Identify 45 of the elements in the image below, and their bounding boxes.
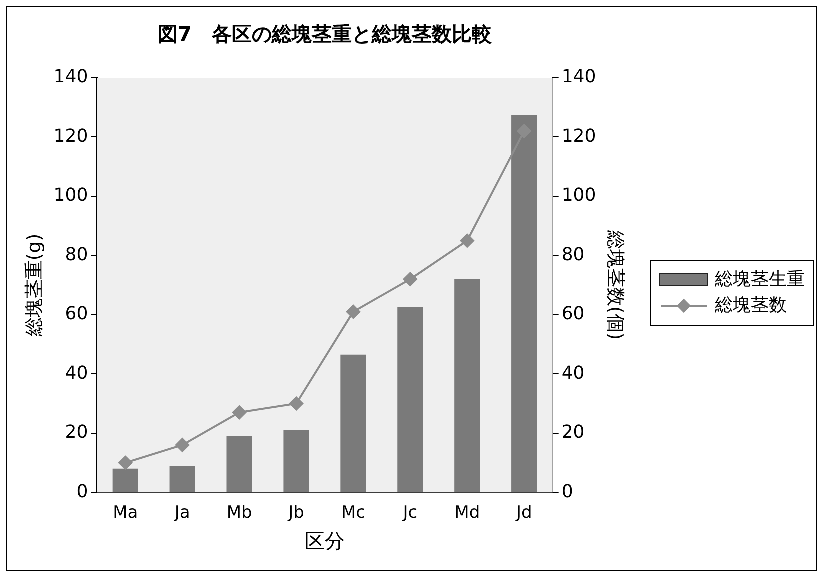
y-tick-label: 120: [54, 126, 88, 147]
y-tick-label: 60: [65, 304, 88, 325]
bar: [454, 279, 480, 492]
bar: [340, 354, 366, 492]
y-tick-label: 40: [65, 362, 88, 384]
bar: [226, 436, 252, 492]
y2-tick-label: 100: [562, 185, 596, 206]
y-tick-label: 0: [76, 481, 88, 502]
point: [118, 456, 133, 470]
y2-tick-label: 60: [562, 304, 585, 325]
y-tick-label: 140: [54, 66, 88, 88]
bar: [398, 308, 424, 492]
x-tick-label: Jc: [402, 503, 418, 524]
x-tick-label: Ma: [113, 503, 138, 524]
legend-label: 総塊茎数: [715, 294, 787, 318]
x-tick-label: Mc: [341, 503, 366, 524]
y2-tick-label: 0: [562, 481, 574, 502]
point: [232, 406, 247, 420]
x-tick-label: Md: [454, 503, 480, 524]
y2-tick-label: 80: [562, 244, 585, 266]
point: [460, 234, 474, 248]
legend-label: 総塊茎生重: [715, 268, 805, 292]
bar: [512, 115, 538, 492]
y-tick-label: 100: [54, 185, 88, 206]
y2-tick-label: 20: [562, 422, 585, 444]
y-tick-label: 20: [65, 422, 88, 444]
point: [346, 304, 360, 319]
y2-tick-label: 40: [562, 362, 585, 384]
x-tick-label: Jb: [288, 503, 304, 524]
chart-title: 図7 各区の総塊茎重と総塊茎数比較: [158, 22, 493, 46]
y-tick-label: 80: [65, 244, 88, 266]
point: [290, 396, 304, 411]
x-tick-label: Mb: [226, 503, 252, 524]
y2-tick-label: 140: [562, 66, 596, 88]
x-axis-title: 区分: [305, 529, 345, 554]
x-tick-label: Jd: [515, 503, 532, 524]
y2-axis-title: 総塊茎数(個): [604, 229, 627, 340]
bar: [170, 466, 196, 492]
y-axis-title: 総塊茎重(g): [23, 234, 46, 338]
point: [176, 438, 190, 452]
point: [403, 272, 418, 286]
x-tick-label: Ja: [174, 503, 190, 524]
y2-tick-label: 120: [562, 126, 596, 147]
bar: [112, 468, 138, 492]
bar: [284, 430, 310, 492]
